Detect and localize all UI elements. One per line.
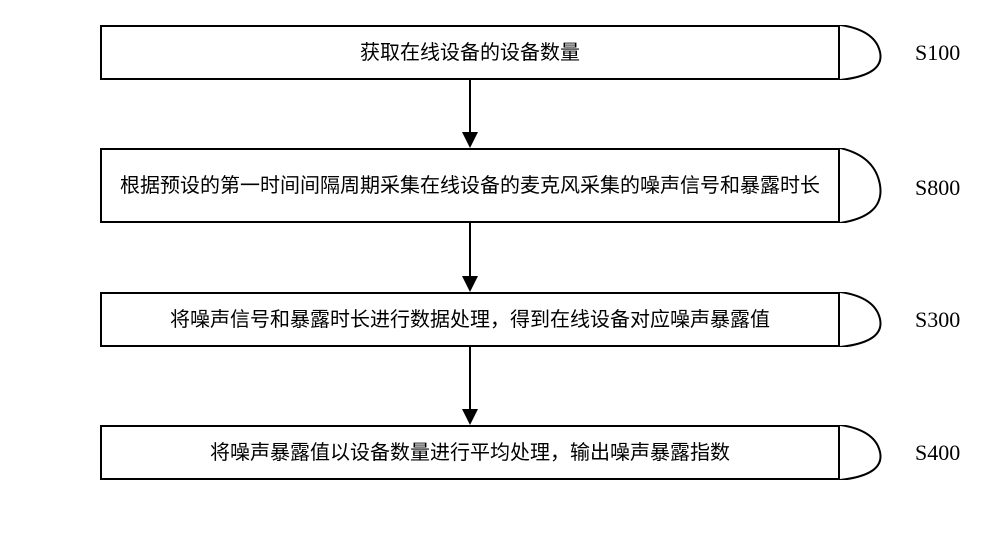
flowchart-container: 获取在线设备的设备数量 S100 根据预设的第一时间间隔周期采集在线设备的麦克风… — [0, 0, 1000, 537]
step-text: 将噪声信号和暴露时长进行数据处理，得到在线设备对应噪声暴露值 — [170, 306, 770, 334]
arrow-3 — [455, 347, 485, 425]
step-text: 获取在线设备的设备数量 — [360, 39, 580, 67]
step-box-s300: 将噪声信号和暴露时长进行数据处理，得到在线设备对应噪声暴露值 — [100, 292, 840, 347]
step-text: 根据预设的第一时间间隔周期采集在线设备的麦克风采集的噪声信号和暴露时长 — [120, 172, 820, 200]
label-connector-s100 — [840, 25, 910, 80]
arrow-2 — [455, 223, 485, 292]
arrow-1 — [455, 80, 485, 148]
step-box-s100: 获取在线设备的设备数量 — [100, 25, 840, 80]
step-text: 将噪声暴露值以设备数量进行平均处理，输出噪声暴露指数 — [210, 439, 730, 467]
step-box-s800: 根据预设的第一时间间隔周期采集在线设备的麦克风采集的噪声信号和暴露时长 — [100, 148, 840, 223]
step-label-s800: S800 — [915, 175, 960, 201]
label-connector-s800 — [840, 148, 910, 223]
step-label-s400: S400 — [915, 440, 960, 466]
label-connector-s300 — [840, 292, 910, 347]
step-label-s300: S300 — [915, 307, 960, 333]
step-box-s400: 将噪声暴露值以设备数量进行平均处理，输出噪声暴露指数 — [100, 425, 840, 480]
step-label-s100: S100 — [915, 40, 960, 66]
label-connector-s400 — [840, 425, 910, 480]
